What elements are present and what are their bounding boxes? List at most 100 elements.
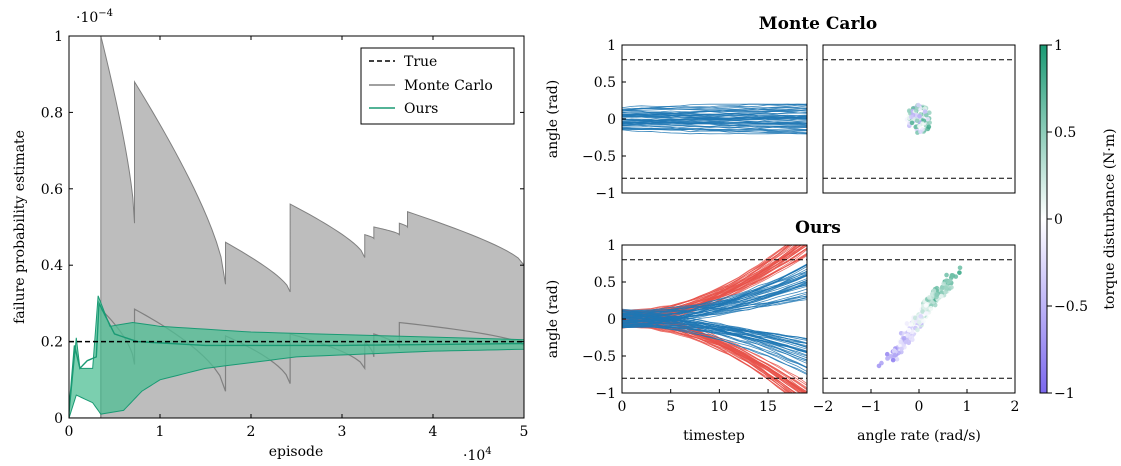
mc-trajectory-chart: −1 −0.5 0 0.5 1 angle (rad) [545,38,808,202]
mc-trajectory-line [622,121,807,125]
ours-scatter-frame [822,244,1016,394]
mc-scatter-point [914,108,919,113]
mc-scatter-point [909,120,915,126]
ours-scatter-point [949,285,954,290]
left-axis-ticks: 0 1 2 3 4 5 0 0.2 0.4 0.6 0.8 1 [41,29,529,440]
colorbar-tick-label: 1 [1054,38,1063,54]
ours-scatter-point [923,303,929,308]
ours-scatter-point [884,351,890,357]
left-y-tick-label: 0.4 [41,258,63,274]
mc-confidence-band [100,36,524,418]
mc-trajectory-line [622,103,807,110]
ours-scatter-point [944,272,949,278]
mc-trajectory-y-tick-label: 0 [607,112,616,128]
ours-nominal-trajectory-line [622,291,807,326]
left-y-tick-label: 0.8 [41,105,63,121]
ours-scatter-x-tick-label: −2 [813,399,834,415]
ours-scatter-point [949,273,955,278]
ours-trajectory-plot-area [622,245,807,393]
ours-nominal-trajectory-line [622,325,807,375]
ours-scatter-point [921,318,926,324]
mc-scatter-point [916,102,921,108]
left-x-tick-label: 3 [338,424,347,440]
ours-trajectory-x-tick-label: 0 [618,399,627,415]
mc-scatter-point [918,129,923,135]
mc-trajectory-line [622,103,807,109]
ours-nominal-trajectory-line [622,324,807,374]
ours-scatter-point [899,346,904,352]
left-x-tick-label: 5 [520,424,529,440]
ours-scatter-point [926,295,932,300]
legend-label-true: True [404,54,437,70]
mc-trajectory-line [622,129,807,135]
ours-scatter-point [888,354,894,359]
colorbar-tick-label: −1 [1054,386,1075,402]
ours-trajectory-frame [621,244,808,394]
ours-nominal-trajectory-line [622,272,807,312]
ours-scatter-point [912,315,918,321]
ours-scatter-x-tick-label: 1 [963,399,972,415]
ours-scatter-point [929,291,935,297]
mc-scatter-frame [822,44,1016,194]
mc-scatter-point [920,121,925,126]
ours-scatter-point [953,274,959,279]
mc-scatter-point [917,114,922,119]
ours-scatter-point [934,292,940,297]
mc-trajectory-line [622,123,807,129]
mc-trajectory-ticks: −1 −0.5 0 0.5 1 [582,38,626,202]
ours-scatter-point [885,356,891,361]
mc-scatter-point [925,116,930,122]
mc-trajectory-plot-area [622,59,807,179]
ours-scatter-plot-area [823,259,1015,379]
ours-scatter-point [902,335,907,341]
mc-trajectory-line [622,108,807,112]
colorbar-ticks: −1 −0.5 0 0.5 1 [1047,38,1088,402]
mc-trajectory-line [622,104,807,117]
ours-scatter-point [876,363,882,369]
mc-scatter-point [926,124,932,130]
colorbar-tick-label: 0 [1054,212,1063,228]
legend: True Monte Carlo Ours [360,47,515,125]
ours-scatter-x-axis-label: angle rate (rad/s) [857,428,981,444]
ours-nominal-trajectory-line [622,310,807,354]
ours-scatter-point [915,327,920,333]
mc-scatter-point [909,114,914,120]
legend-label-monte-carlo: Monte Carlo [404,78,493,94]
ours-scatter-x-tick-label: 0 [915,399,924,415]
ours-trajectory-y-tick-label: 0.5 [594,275,616,291]
title-monte-carlo: Monte Carlo [759,14,877,34]
ours-scatter-point [905,333,911,338]
ours-scatter-x-tick-label: −1 [861,399,882,415]
ours-scatter-point [928,305,934,311]
left-x-tick-label: 0 [65,424,74,440]
mc-upper-bound-line [100,36,524,418]
mc-scatter-chart [822,44,1016,194]
mc-scatter-point [923,112,929,118]
left-x-tick-label: 2 [247,424,256,440]
colorbar-label: torque disturbance (N·m) [1102,128,1118,309]
ours-scatter-point [957,270,962,275]
mc-trajectory-line [622,116,807,122]
ours-scatter-point [908,335,914,341]
ours-nominal-trajectory-line [622,275,807,323]
mc-trajectory-frame [621,44,808,194]
ours-trajectory-y-axis-label: angle (rad) [545,280,561,358]
mc-trajectory-y-tick-label: 1 [607,38,616,54]
ours-scatter-ticks: −2 −1 0 1 2 [813,389,1019,415]
ours-scatter-point [923,311,929,316]
mc-scatter-point [914,118,920,124]
ours-trajectory-x-tick-label: 5 [666,399,675,415]
colorbar-tick-label: −0.5 [1054,299,1088,315]
left-plot-area [69,36,524,418]
title-ours: Ours [795,218,841,238]
left-y-multiplier: ·10−4 [76,8,113,26]
left-y-axis-label: failure probability estimate [12,130,28,324]
ours-scatter-point [892,352,898,358]
ours-trajectory-y-tick-label: 0 [607,312,616,328]
ours-scatter-point [943,285,949,291]
left-plot-frame [68,35,525,419]
ours-scatter-point [957,265,963,271]
colorbar-gradient [1039,44,1048,394]
left-x-tick-label: 4 [429,424,438,440]
